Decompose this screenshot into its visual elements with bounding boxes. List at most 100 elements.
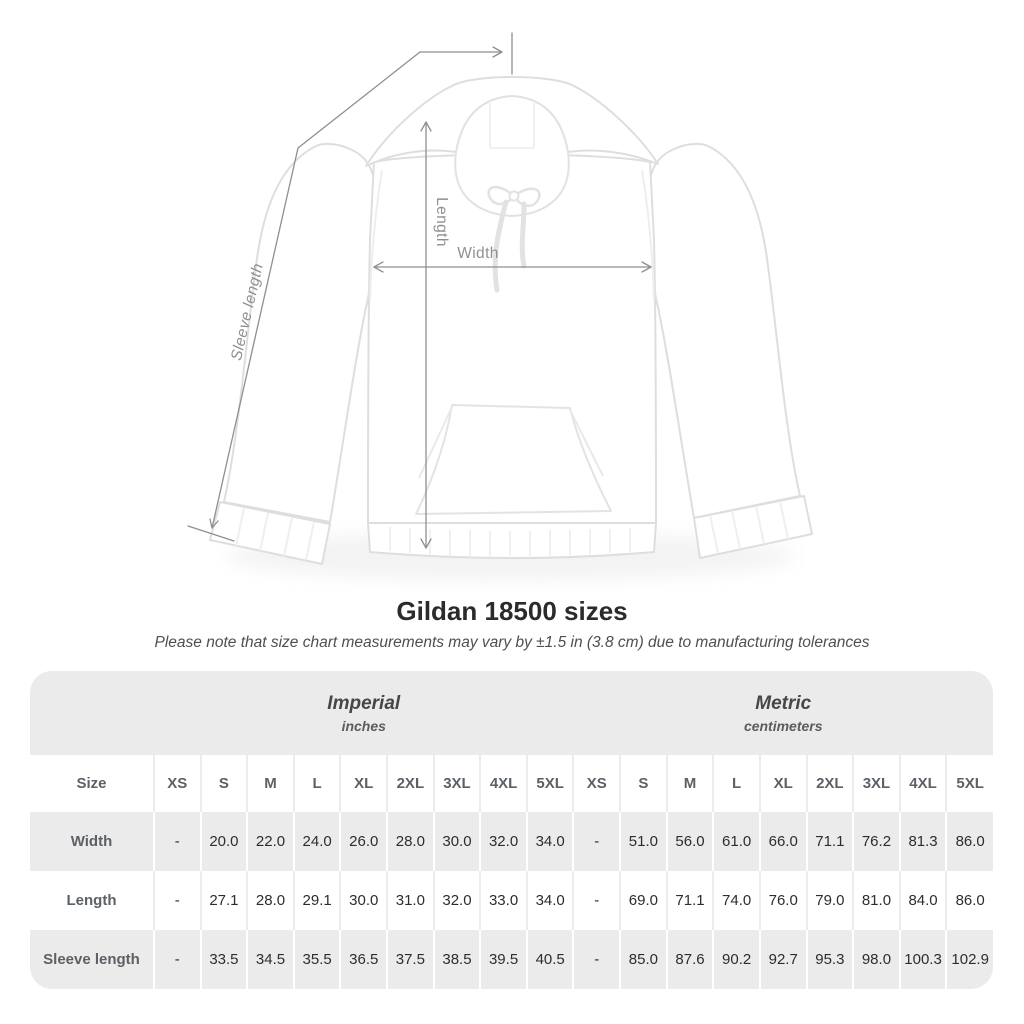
hem-band xyxy=(367,522,657,559)
value-cell: 28.0 xyxy=(246,871,294,930)
size-col-header: L xyxy=(712,755,760,812)
value-cell: 86.0 xyxy=(945,871,993,930)
value-cell: 33.0 xyxy=(479,871,527,930)
imperial-group-header: Imperial inches xyxy=(154,671,574,755)
value-cell: 28.0 xyxy=(386,812,434,871)
value-cell: 76.0 xyxy=(758,871,807,930)
row-label: Width xyxy=(30,812,154,871)
value-cell: 39.5 xyxy=(479,930,527,989)
value-cell: 87.6 xyxy=(665,930,714,989)
size-header-row: Size XS S M L XL 2XL 3XL 4XL 5XL XS S M … xyxy=(30,755,993,812)
size-table: Imperial inches Metric centimeters Size … xyxy=(30,671,993,989)
tolerance-note: Please note that size chart measurements… xyxy=(154,634,870,651)
value-cell: - xyxy=(153,871,201,930)
value-cell: 32.0 xyxy=(479,812,527,871)
band-corner-cell xyxy=(30,671,154,755)
value-cell: 20.0 xyxy=(199,812,248,871)
value-cell: 51.0 xyxy=(619,812,667,871)
metric-group-header: Metric centimeters xyxy=(573,671,993,755)
table-row-length: Length - 27.1 28.0 29.1 30.0 31.0 32.0 3… xyxy=(30,871,993,930)
metric-group-name: Metric xyxy=(755,692,812,714)
value-cell: 56.0 xyxy=(665,812,714,871)
value-cell: 76.2 xyxy=(852,812,900,871)
value-cell: 79.0 xyxy=(805,871,854,930)
value-cell: 37.5 xyxy=(386,930,434,989)
size-col-header: 5XL xyxy=(945,755,993,812)
table-row-sleeve-length: Sleeve length - 33.5 34.5 35.5 36.5 37.5… xyxy=(30,930,993,989)
row-label: Sleeve length xyxy=(30,930,154,989)
row-label: Length xyxy=(30,871,154,930)
value-cell: 90.2 xyxy=(712,930,760,989)
value-cell: 32.0 xyxy=(432,871,481,930)
value-cell: 85.0 xyxy=(619,930,667,989)
sleeve-length-arrow xyxy=(187,32,513,542)
value-cell: 74.0 xyxy=(712,871,760,930)
page-title: Gildan 18500 sizes xyxy=(396,596,628,626)
length-label: Length xyxy=(433,197,450,247)
size-col-header: 2XL xyxy=(805,755,854,812)
size-col-header: 3XL xyxy=(432,755,481,812)
size-col-header: XS xyxy=(153,755,201,812)
value-cell: 26.0 xyxy=(339,812,388,871)
size-col-header: L xyxy=(292,755,341,812)
value-cell: 66.0 xyxy=(758,812,807,871)
value-cell: - xyxy=(572,871,621,930)
value-cell: - xyxy=(153,930,201,989)
size-col-header: 4XL xyxy=(479,755,527,812)
value-cell: 40.5 xyxy=(525,930,574,989)
value-cell: - xyxy=(572,812,621,871)
size-col-header: XL xyxy=(758,755,807,812)
size-col-header: S xyxy=(199,755,248,812)
value-cell: 84.0 xyxy=(898,871,947,930)
value-cell: 38.5 xyxy=(432,930,481,989)
value-cell: 36.5 xyxy=(339,930,388,989)
value-cell: 31.0 xyxy=(386,871,434,930)
value-cell: 92.7 xyxy=(758,930,807,989)
size-table-grid: Imperial inches Metric centimeters Size … xyxy=(30,671,993,989)
armhole-seams xyxy=(369,169,655,301)
cuff-ribbing xyxy=(235,500,789,561)
hood-back-panel xyxy=(489,103,535,149)
width-arrow xyxy=(373,261,652,273)
value-cell: 95.3 xyxy=(805,930,854,989)
value-cell: 86.0 xyxy=(945,812,993,871)
size-header-label: Size xyxy=(30,755,154,812)
value-cell: 33.5 xyxy=(199,930,248,989)
size-col-header: XS xyxy=(572,755,621,812)
table-row-width: Width - 20.0 22.0 24.0 26.0 28.0 30.0 32… xyxy=(30,812,993,871)
size-col-header: S xyxy=(619,755,667,812)
size-col-header: 4XL xyxy=(898,755,947,812)
hoodie-illustration xyxy=(187,32,813,580)
value-cell: 98.0 xyxy=(852,930,900,989)
value-cell: 81.0 xyxy=(852,871,900,930)
value-cell: 30.0 xyxy=(432,812,481,871)
value-cell: 29.1 xyxy=(292,871,341,930)
value-cell: 34.0 xyxy=(525,871,574,930)
hood-opening xyxy=(454,94,570,218)
imperial-group-name: Imperial xyxy=(327,692,401,714)
size-col-header: 5XL xyxy=(525,755,574,812)
size-col-header: M xyxy=(665,755,714,812)
length-arrow xyxy=(420,121,432,549)
value-cell: 69.0 xyxy=(619,871,667,930)
value-cell: 22.0 xyxy=(246,812,294,871)
size-col-header: XL xyxy=(339,755,388,812)
value-cell: 34.0 xyxy=(525,812,574,871)
value-cell: 61.0 xyxy=(712,812,760,871)
hoodie-sleeves xyxy=(209,142,813,565)
kangaroo-pocket xyxy=(415,404,612,515)
width-label: Width xyxy=(457,245,499,262)
value-cell: 71.1 xyxy=(665,871,714,930)
imperial-group-unit: inches xyxy=(341,717,386,734)
value-cell: 71.1 xyxy=(805,812,854,871)
value-cell: - xyxy=(153,812,201,871)
value-cell: 30.0 xyxy=(339,871,388,930)
value-cell: 100.3 xyxy=(898,930,947,989)
drawstrings xyxy=(487,186,541,293)
hoodie-diagram: Sleeve length Length Width xyxy=(187,32,813,580)
size-col-header: 2XL xyxy=(386,755,434,812)
value-cell: 35.5 xyxy=(292,930,341,989)
value-cell: 24.0 xyxy=(292,812,341,871)
pocket-opening-seams xyxy=(418,406,604,479)
